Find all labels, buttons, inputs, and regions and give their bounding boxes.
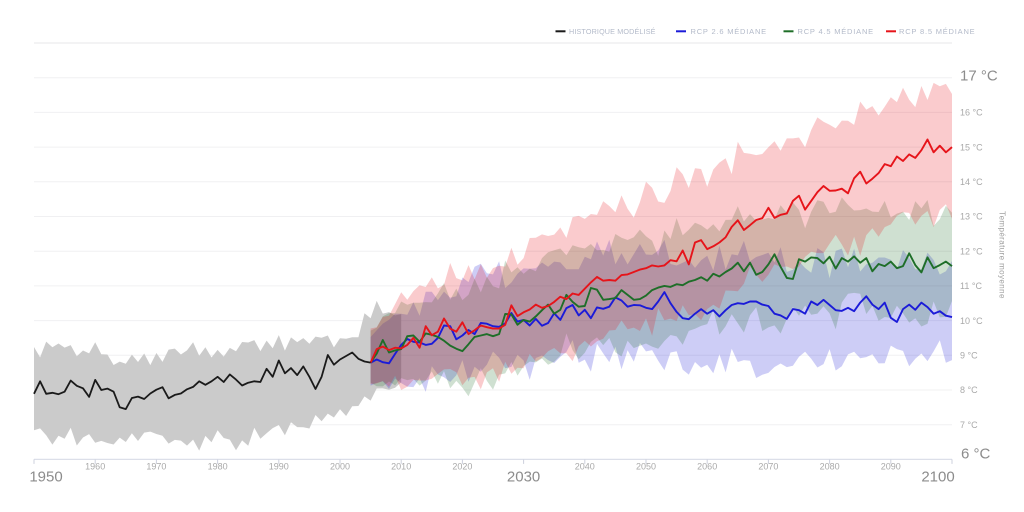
svg-text:RCP 4.5 MÉDIANE: RCP 4.5 MÉDIANE: [798, 27, 874, 36]
svg-text:11 °C: 11 °C: [960, 281, 982, 291]
svg-text:1950: 1950: [29, 469, 62, 486]
svg-text:1960: 1960: [85, 462, 105, 472]
svg-text:15 °C: 15 °C: [960, 142, 983, 152]
svg-text:2080: 2080: [820, 462, 840, 472]
svg-text:2020: 2020: [452, 462, 472, 472]
svg-text:10 °C: 10 °C: [960, 316, 983, 326]
svg-text:14 °C: 14 °C: [960, 177, 983, 187]
svg-text:2100: 2100: [921, 469, 954, 486]
svg-text:6 °C: 6 °C: [961, 446, 991, 463]
svg-text:2030: 2030: [507, 469, 540, 486]
svg-text:2070: 2070: [758, 462, 778, 472]
svg-text:2010: 2010: [391, 462, 411, 472]
svg-text:2040: 2040: [575, 462, 595, 472]
svg-text:1980: 1980: [208, 462, 228, 472]
svg-text:RCP 8.5 MÉDIANE: RCP 8.5 MÉDIANE: [899, 27, 975, 36]
svg-text:12 °C: 12 °C: [960, 246, 983, 256]
svg-text:13 °C: 13 °C: [960, 212, 983, 222]
svg-text:Température moyenne: Température moyenne: [998, 211, 1007, 299]
svg-text:1970: 1970: [146, 462, 166, 472]
svg-text:9 °C: 9 °C: [960, 351, 978, 361]
svg-text:7 °C: 7 °C: [960, 420, 978, 430]
svg-text:16 °C: 16 °C: [960, 108, 983, 118]
svg-text:RCP 2.6 MÉDIANE: RCP 2.6 MÉDIANE: [691, 27, 767, 36]
svg-text:17 °C: 17 °C: [960, 68, 998, 85]
svg-text:8 °C: 8 °C: [960, 385, 978, 395]
svg-text:2000: 2000: [330, 462, 350, 472]
svg-text:2050: 2050: [636, 462, 656, 472]
svg-text:2060: 2060: [697, 462, 717, 472]
svg-text:1990: 1990: [269, 462, 289, 472]
svg-text:2090: 2090: [881, 462, 901, 472]
svg-text:HISTORIQUE MODÉLISÉ: HISTORIQUE MODÉLISÉ: [569, 27, 656, 36]
